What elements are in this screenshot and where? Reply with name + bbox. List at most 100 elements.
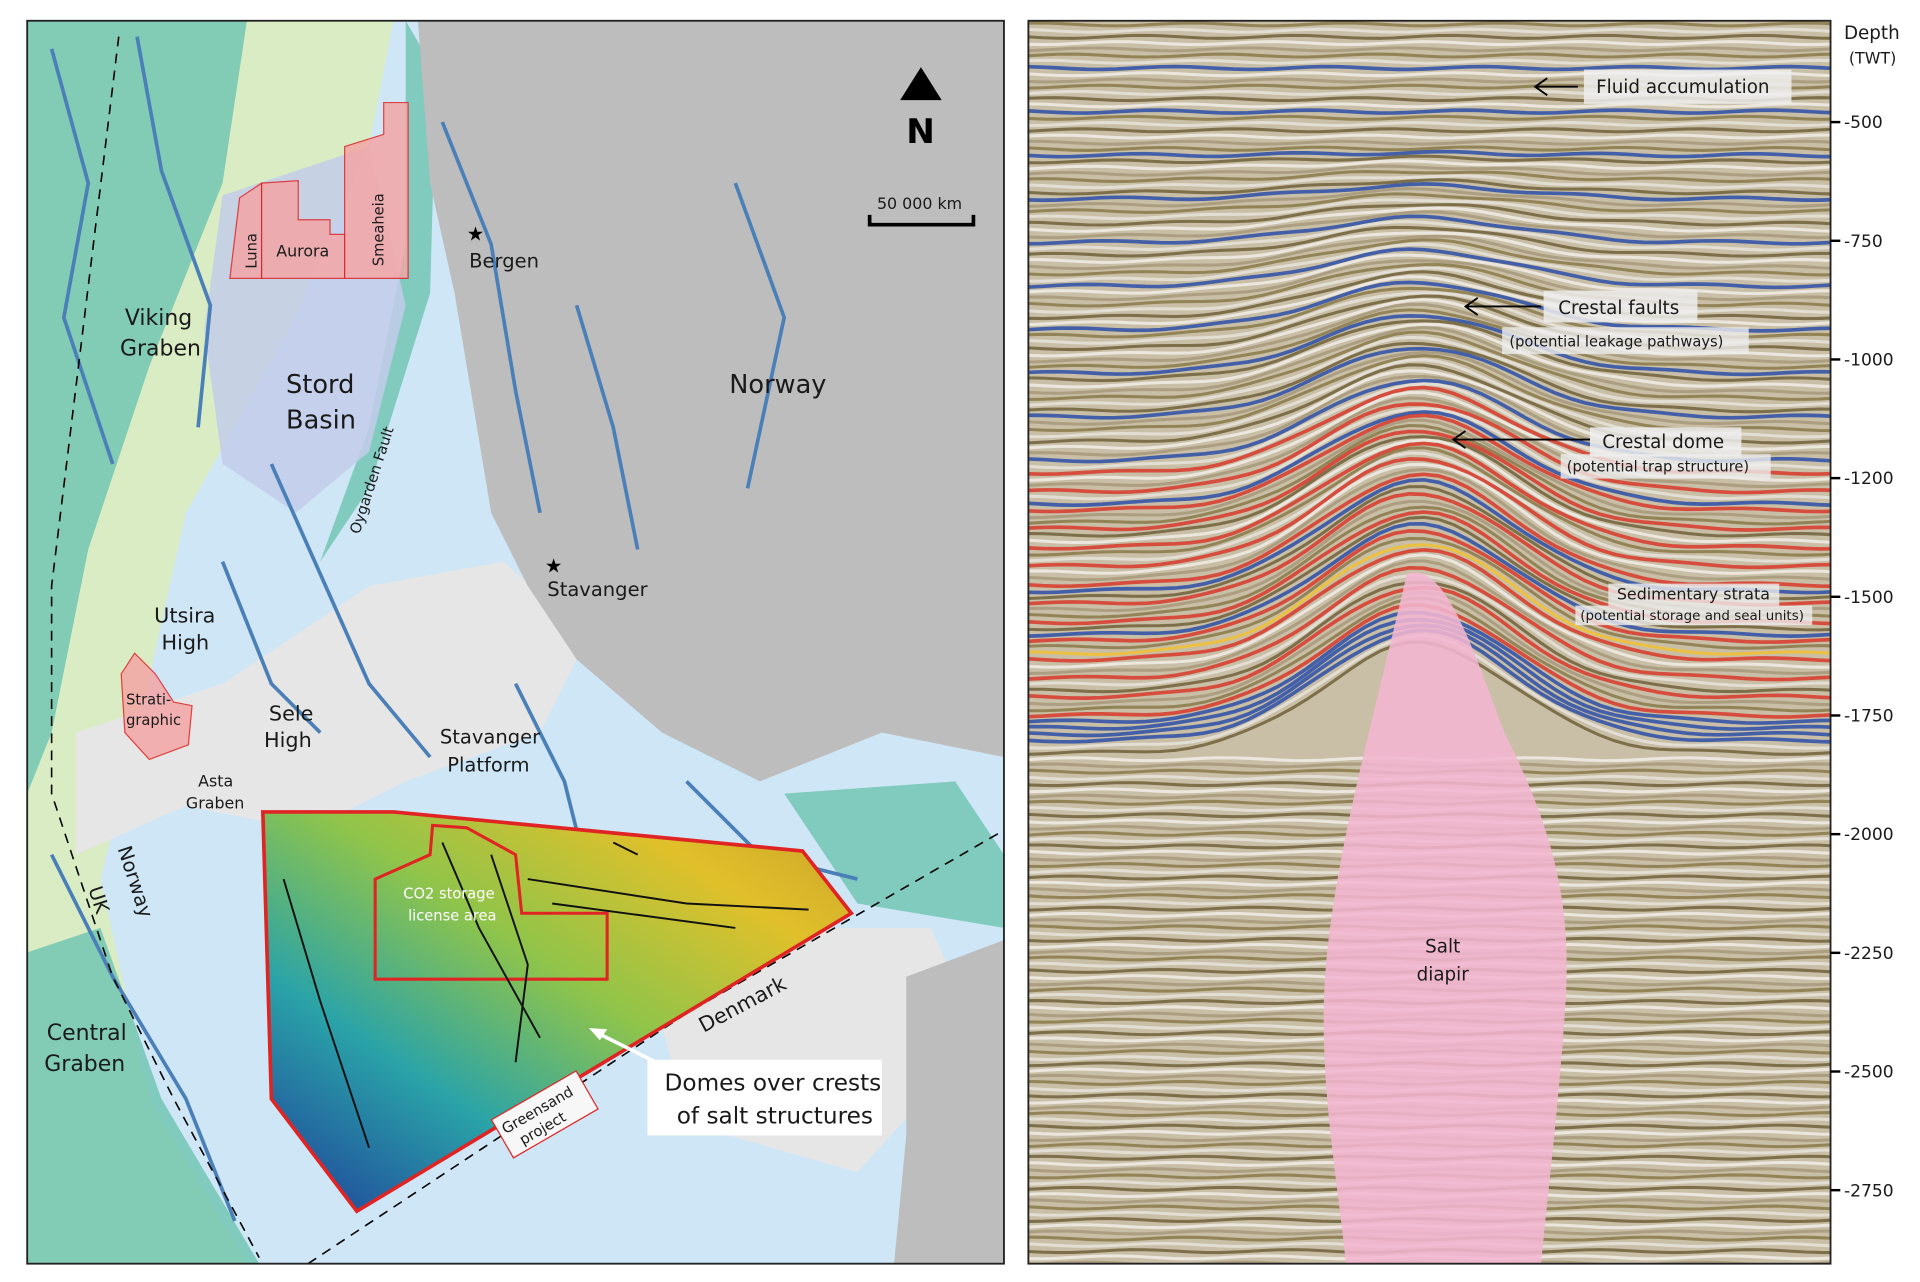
north-label: N: [906, 112, 935, 152]
strata-sub-annotation: (potential storage and seal units): [1580, 609, 1804, 624]
stord-basin-label-1: Stord: [286, 370, 354, 400]
bathymetry-area[interactable]: [260, 810, 855, 1214]
aurora-label: Aurora: [276, 241, 329, 260]
dome-box: [1590, 427, 1742, 457]
license-aurora[interactable]: [261, 180, 346, 279]
norway-land-label: Norway: [729, 370, 826, 400]
seismic-reflector: [1028, 553, 1831, 669]
arrowhead-icon: [588, 1028, 608, 1041]
stratigraphic-label-1: Strati-: [126, 691, 171, 708]
seismic-reflector: [1028, 121, 1831, 128]
seismic-reflector: [1028, 206, 1831, 233]
stord-basin-label-2: Basin: [286, 406, 356, 436]
tick-label: -2000: [1844, 825, 1894, 845]
seismic-reflector: [1028, 149, 1831, 159]
seismic-reflector: [1028, 266, 1831, 314]
scale-bar: [867, 214, 976, 227]
dome-annotation: Crestal dome: [1602, 432, 1724, 453]
seismic-reflector: [1028, 102, 1831, 109]
axis-title: Depth: [1844, 23, 1900, 44]
salt-label-1: Salt: [1425, 936, 1460, 957]
stavanger-platform-label-1: Stavanger: [440, 726, 541, 749]
norway-land: [417, 20, 1004, 782]
stavanger-label: Stavanger: [547, 578, 648, 601]
seismic-reflector: [1028, 64, 1831, 72]
sele-high-label-1: Sele: [269, 701, 313, 725]
seismic-reflector: [1028, 192, 1831, 215]
seismic-reflector: [1028, 322, 1831, 389]
seismic-reflector: [1028, 574, 1831, 688]
scale-label: 50 000 km: [877, 194, 962, 213]
license-stratigraphic[interactable]: [120, 652, 193, 761]
faults-box: [1543, 290, 1698, 323]
boundary-dashed-line: [50, 36, 260, 1258]
seismic-reflector: [1028, 314, 1831, 377]
dome-sub-annotation: (potential trap structure): [1567, 458, 1749, 475]
seismic-reflector: [1028, 341, 1831, 414]
license-smeaheia[interactable]: [344, 101, 409, 279]
seismic-reflector: [1028, 346, 1831, 420]
tick-label: -2750: [1844, 1181, 1894, 1201]
seismic-reflector: [1028, 521, 1831, 638]
greensand-box: Greensand project: [490, 1070, 599, 1159]
viking-graben-label-2: Graben: [120, 336, 201, 361]
seismic-reflector: [1028, 225, 1831, 258]
central-graben-label-1: Central: [47, 1021, 127, 1046]
seismic-reflector: [1028, 402, 1831, 495]
faults-sub-box: [1502, 327, 1749, 355]
seismic-reflector: [1028, 259, 1831, 302]
bathymetry-faults: [282, 841, 809, 1149]
strata-box: [1608, 583, 1780, 606]
tick-label: -1000: [1844, 351, 1894, 371]
seismic-reflector: [1028, 263, 1831, 308]
smeaheia-label: Smeaheia: [371, 193, 388, 266]
green-basins: [27, 20, 1004, 1264]
seismic-reflector: [1028, 566, 1831, 682]
seismic-reflector: [1028, 319, 1831, 383]
fluid-box: [1583, 69, 1792, 104]
seismic-reflector: [1028, 270, 1831, 321]
seismic-reflector: [1028, 127, 1831, 134]
seismic-reflector: [1028, 220, 1831, 252]
tick-label: -1200: [1844, 469, 1894, 489]
map-panel: Luna Aurora Smeaheia Strati- graphic CO2…: [27, 20, 1004, 1264]
seismic-reflector: [1028, 164, 1831, 177]
seismic-reflector: [1028, 198, 1831, 221]
salt-label-2: diapir: [1417, 964, 1470, 985]
tick-label: -1500: [1844, 588, 1894, 608]
seismic-reflector: [1028, 308, 1831, 370]
seismic-reflector: [1028, 529, 1831, 644]
viking-graben-label-1: Viking: [125, 306, 192, 331]
seismic-reflector: [1028, 435, 1831, 538]
seismic-reflector: [1028, 58, 1831, 65]
seismic-reflector: [1028, 210, 1831, 240]
co2-license-area[interactable]: [373, 823, 609, 981]
dome-arrow-icon: [1451, 430, 1591, 449]
seismic-reflector: [1028, 145, 1831, 152]
seismic-reflector: [1028, 441, 1831, 551]
seismic-reflector: [1028, 46, 1831, 53]
strata-sub-box: [1575, 605, 1813, 626]
tick-label: -500: [1844, 113, 1883, 133]
seismic-reflector: [1028, 275, 1831, 327]
seismic-reflector: [1028, 182, 1831, 203]
seismic-reflector: [1028, 203, 1831, 227]
seismic-reflector: [1028, 21, 1831, 28]
axis-subtitle: (TWT): [1849, 48, 1896, 67]
seismic-reflector: [1028, 418, 1831, 520]
map-frame: [26, 19, 1005, 1265]
seismic-reflector: [1028, 114, 1831, 121]
seismic-reflector: [1028, 178, 1831, 196]
seismic-reflector: [1028, 457, 1831, 570]
stratigraphic-label-2: graphic: [126, 712, 181, 729]
faults-sub-annotation: (potential leakage pathways): [1509, 334, 1723, 351]
seismic-reflector: [1028, 451, 1831, 563]
seismic-reflector: [1028, 214, 1831, 246]
stavanger-platform-label-2: Platform: [447, 754, 529, 777]
co2-license-label-2: license area: [408, 908, 496, 925]
seismic-reflector: [1028, 170, 1831, 184]
tick-label: -2500: [1844, 1063, 1894, 1083]
seismic-reflector: [1028, 302, 1831, 364]
seismic-reflector: [1028, 247, 1831, 290]
